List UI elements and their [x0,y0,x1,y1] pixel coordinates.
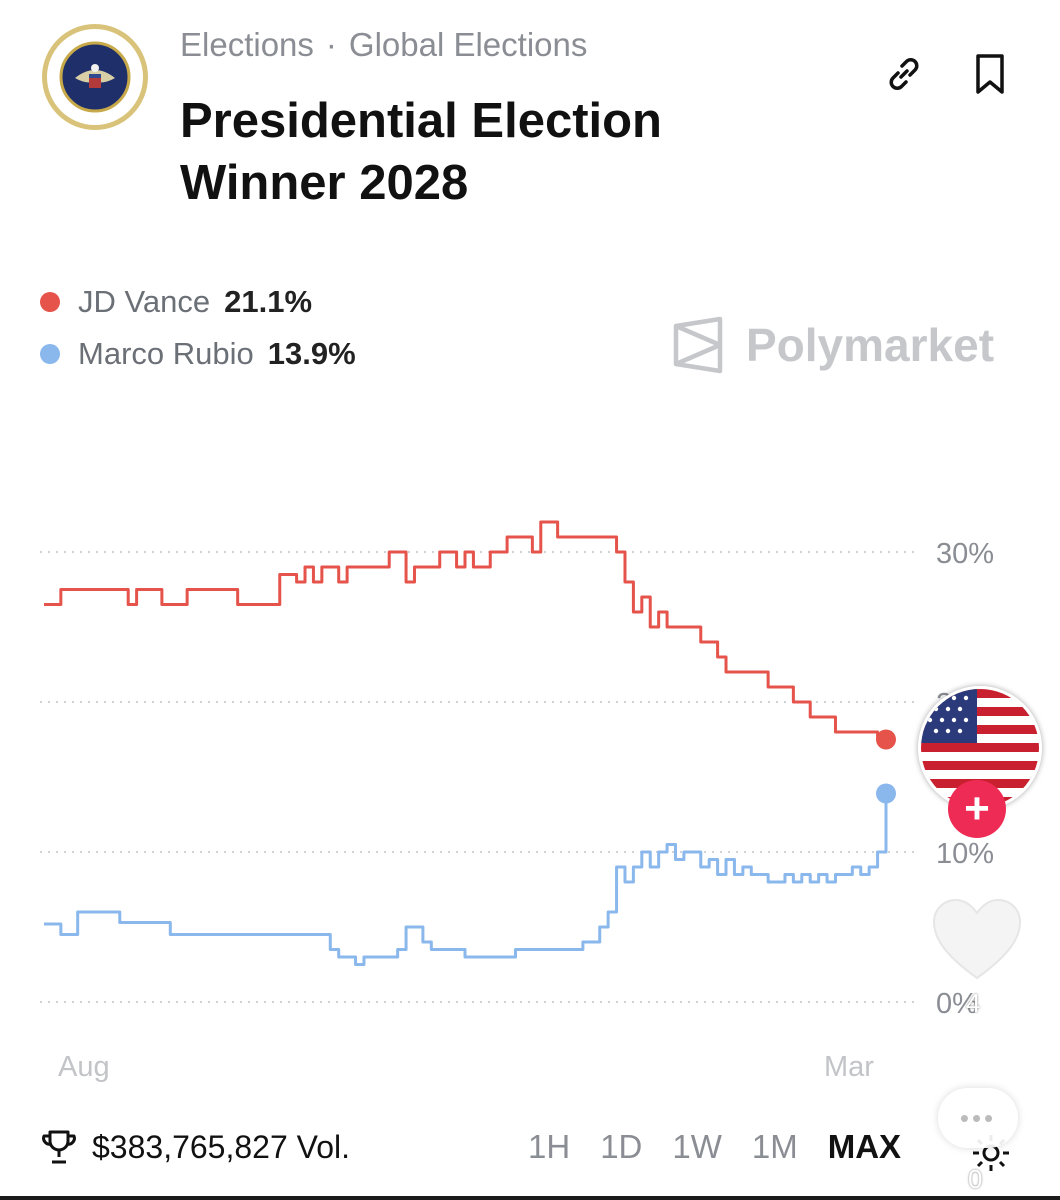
comment-count: 0 [968,1164,983,1194]
more-options-button[interactable]: ••• [938,1088,1018,1148]
y-tick-label: 10% [936,838,994,870]
us-flag-icon [921,689,1039,807]
bottom-divider [0,1196,1060,1200]
legend-dot-icon [40,292,60,312]
legend-name: Marco Rubio [78,336,254,371]
us-flag-avatar[interactable] [918,686,1042,810]
volume-display: $383,765,827 Vol. [40,1128,350,1166]
bookmark-icon[interactable] [966,50,1014,98]
range-1d[interactable]: 1D [600,1128,643,1165]
legend-item-jd-vance: JD Vance 21.1% [40,284,312,320]
series-endpoint-marco-rubio [876,783,896,804]
heart-icon[interactable] [932,898,1022,987]
legend-value: 21.1% [224,284,313,319]
range-1w[interactable]: 1W [672,1128,722,1165]
page-title-line1: Presidential Election [180,94,662,148]
polymarket-logo-icon [673,316,723,374]
page-title: Presidential Election Winner 2028 [180,90,780,214]
breadcrumb-global-elections[interactable]: Global Elections [348,26,588,63]
y-tick-label: 0% [936,988,978,1020]
trophy-icon [42,1130,76,1164]
polymarket-logo: Polymarket [672,316,994,374]
brand-name: Polymarket [746,319,995,371]
range-max[interactable]: MAX [827,1128,902,1165]
page-title-line2: Winner 2028 [180,156,469,210]
like-count: 4 [966,988,981,1018]
series-line-marco-rubio [44,793,888,966]
legend-item-marco-rubio: Marco Rubio 13.9% [40,336,356,372]
series-line-jd-vance [44,520,886,741]
breadcrumb-separator: · [325,26,337,63]
volume-text: $383,765,827 Vol. [92,1128,351,1165]
legend-dot-icon [40,344,60,364]
legend-name: JD Vance [78,284,211,319]
link-icon[interactable] [880,50,928,98]
series-endpoint-jd-vance [876,729,896,750]
range-1h[interactable]: 1H [528,1128,571,1165]
x-tick-label: Mar [824,1051,874,1083]
presidential-seal-icon [40,22,150,132]
x-tick-label: Aug [58,1051,110,1083]
time-range-tabs: 1H 1D 1W 1M MAX [528,1128,931,1166]
range-1m[interactable]: 1M [751,1128,798,1165]
y-tick-label: 30% [936,538,994,570]
legend-value: 13.9% [267,336,356,371]
follow-plus-button[interactable]: + [948,780,1006,838]
breadcrumb-elections[interactable]: Elections [180,26,314,63]
breadcrumb: Elections · Global Elections [180,26,587,64]
